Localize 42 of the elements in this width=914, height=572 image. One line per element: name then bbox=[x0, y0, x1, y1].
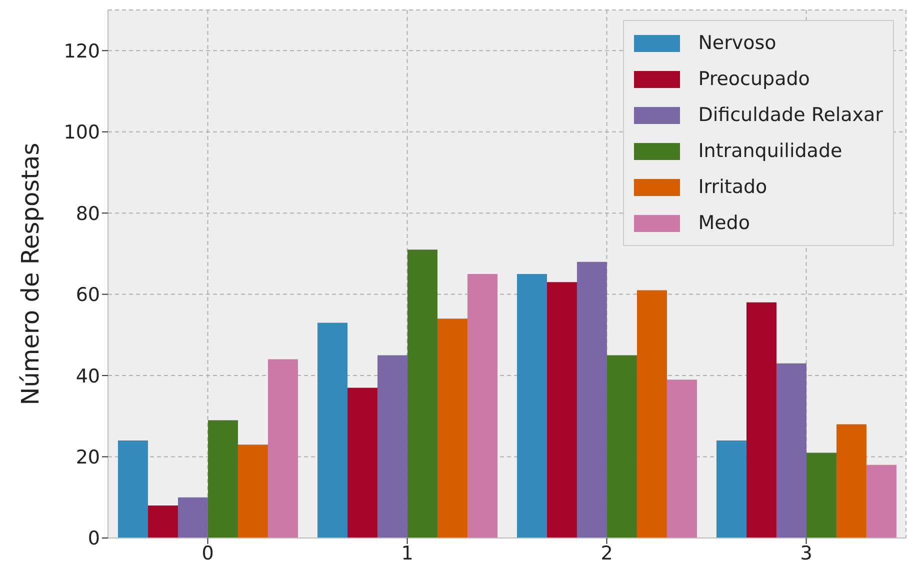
bar bbox=[178, 497, 208, 538]
bar bbox=[746, 302, 776, 538]
legend-label: Preocupado bbox=[698, 68, 810, 90]
bar bbox=[516, 274, 547, 538]
x-tick-label: 3 bbox=[800, 542, 812, 564]
bar bbox=[407, 250, 438, 538]
bar bbox=[118, 440, 148, 538]
bar bbox=[208, 420, 238, 538]
x-tick-label: 1 bbox=[401, 542, 414, 564]
bar bbox=[576, 262, 607, 538]
y-tick-label: 60 bbox=[76, 284, 100, 306]
bar bbox=[666, 380, 697, 538]
bar bbox=[317, 322, 348, 538]
bar bbox=[377, 355, 408, 538]
y-tick-label: 80 bbox=[76, 202, 100, 225]
bar bbox=[806, 452, 836, 538]
bar bbox=[437, 318, 468, 538]
bar bbox=[546, 282, 577, 538]
bar bbox=[467, 274, 498, 538]
bar bbox=[347, 388, 378, 538]
bar bbox=[836, 424, 866, 538]
y-axis-title: Número de Respostas bbox=[16, 142, 45, 406]
x-tick-label: 2 bbox=[600, 542, 613, 564]
y-tick-label: 40 bbox=[76, 365, 100, 388]
bar bbox=[606, 355, 637, 538]
legend-label: Dificuldade Relaxar bbox=[698, 104, 883, 126]
y-tick-label: 120 bbox=[64, 40, 100, 62]
legend-label: Nervoso bbox=[698, 32, 776, 54]
legend-label: Irritado bbox=[698, 176, 768, 198]
bar bbox=[238, 444, 268, 538]
bar bbox=[776, 363, 806, 538]
bar bbox=[148, 506, 178, 538]
bar bbox=[866, 464, 896, 538]
bar bbox=[716, 440, 746, 538]
y-tick-label: 0 bbox=[88, 528, 100, 550]
x-tick-label: 0 bbox=[202, 542, 214, 564]
bar bbox=[636, 290, 667, 538]
legend-label: Intranquilidade bbox=[698, 140, 842, 162]
bar bbox=[268, 359, 298, 538]
y-tick-label: 20 bbox=[76, 446, 100, 469]
legend-label: Medo bbox=[698, 212, 750, 234]
y-tick-label: 100 bbox=[64, 122, 100, 144]
